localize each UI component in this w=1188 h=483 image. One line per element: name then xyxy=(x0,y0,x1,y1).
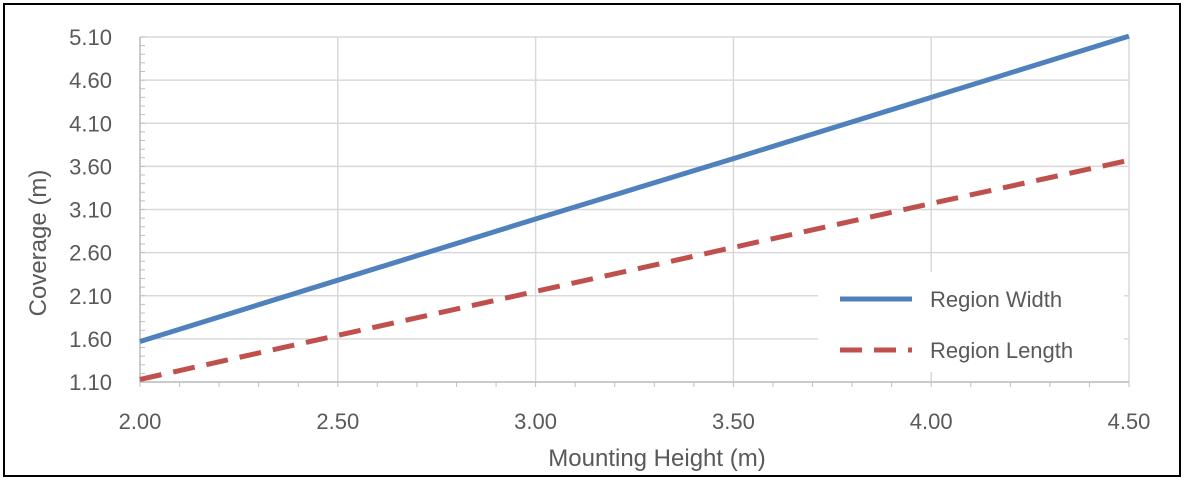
y-tick-label: 2.10 xyxy=(69,284,112,309)
x-tick-label: 4.00 xyxy=(910,409,953,434)
legend-label: Region Width xyxy=(930,287,1062,312)
legend-label: Region Length xyxy=(930,338,1073,363)
x-tick-label: 2.50 xyxy=(316,409,359,434)
legend: Region Width Region Length xyxy=(818,272,1124,372)
y-tick-label: 1.60 xyxy=(69,327,112,352)
axes: 1.10 1.60 2.10 2.60 3.10 3.60 4.10 4.60 5.10 2.00… xyxy=(69,25,1150,434)
series-lines xyxy=(139,33,1130,382)
x-tick-label: 4.50 xyxy=(1108,409,1151,434)
x-tick-label: 3.00 xyxy=(514,409,557,434)
y-tick-label: 4.60 xyxy=(69,68,112,93)
y-axis-label: Coverage (m) xyxy=(25,170,52,317)
x-tick-label: 2.00 xyxy=(119,409,162,434)
legend-background xyxy=(818,272,1124,372)
y-tick-label: 4.10 xyxy=(69,111,112,136)
y-tick-label: 1.10 xyxy=(69,370,112,395)
y-tick-label: 3.10 xyxy=(69,198,112,223)
x-axis-label: Mounting Height (m) xyxy=(548,445,765,472)
y-tick-label: 5.10 xyxy=(69,25,112,50)
y-tick-label: 3.60 xyxy=(69,154,112,179)
y-tick-label: 2.60 xyxy=(69,241,112,266)
x-tick-label: 3.50 xyxy=(712,409,755,434)
series-line-region-width xyxy=(139,33,1130,344)
